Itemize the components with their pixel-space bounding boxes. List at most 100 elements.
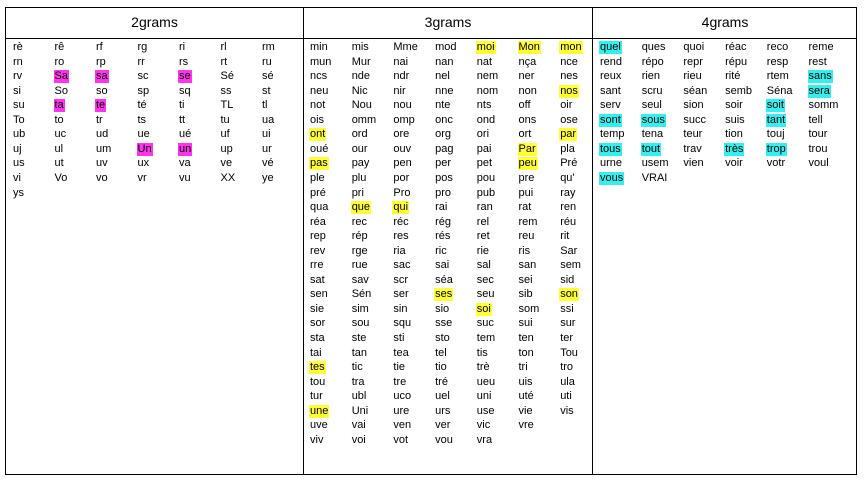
4gram-cell: usem [641,157,669,170]
3gram-cell: sen [310,288,328,301]
3gram-cell: ort [518,128,532,141]
3gram-cell: pou [476,171,496,184]
2gram-cell: To [13,113,25,126]
3gram-cell: nou [393,99,412,112]
3gram-cell: uco [393,390,412,403]
3gram-cell: par [559,128,578,142]
3gram-cell: sat [310,273,325,286]
3gram-cell: son [559,288,579,302]
3gram-cell: Pro [393,186,411,199]
2gram-cell: vr [137,171,147,184]
2gram-cell: ur [262,142,272,155]
3gram-cell: rep [310,230,326,243]
3gram-cell: sse [435,317,453,330]
3gram-cell: nes [560,70,578,83]
2gram-cell: tl [262,99,268,112]
3gram-cell: trè [476,361,490,374]
3gram-cell: sid [560,273,575,286]
4gram-cell: rtem [766,70,789,83]
2gram-cell: sc [137,70,149,83]
4gram-cell: sont [599,113,622,127]
3gram-cell: sui [518,317,533,330]
3gram-cell: omm [351,113,377,126]
3gram-cell: rat [518,201,532,214]
4gram-cell: reux [600,70,622,83]
3gram-cell: tes [309,361,326,375]
3gram-cell: pag [435,142,454,155]
3gram-cell: uve [310,419,328,432]
3gram-cell: uel [435,390,450,403]
header-4grams: 4grams [701,14,749,30]
3gram-cell: ton [518,346,534,359]
2gram-cell: rv [13,70,23,83]
3gram-cell: vie [518,404,533,417]
4gram-cell: très [724,142,745,156]
2gram-cell: rn [13,55,23,68]
3gram-cell: pos [435,171,453,184]
4gram-cell: touj [766,128,785,141]
2gram-cell: ux [137,157,150,170]
3gram-cell: neu [310,84,329,97]
2gram-cell: so [96,84,108,97]
2gram-cell: rl [220,41,227,53]
3gram-cell: rég [435,215,451,228]
3gram-cell: sav [351,273,369,286]
3gram-cell: mis [351,41,369,53]
3gram-cell: réa [310,215,326,228]
4gram-cell: semb [725,84,752,97]
2gram-cell: ys [13,186,24,199]
3gram-cell: ria [393,244,406,257]
3gram-cell: tra [351,375,365,388]
3gram-cell: uté [518,390,534,403]
3gram-cell: rel [476,215,490,228]
2gram-cell: ri [179,41,186,53]
4gram-cell: répo [641,55,664,68]
3gram-cell: Pré [560,157,578,170]
3gram-cell: ray [560,186,576,199]
3gram-cell: sto [435,332,450,344]
3gram-cell: Par [517,142,537,156]
3gram-cell: pub [476,186,496,199]
2gram-cell: ub [13,128,26,141]
3gram-cell: urs [435,404,451,417]
3gram-cell: viv [310,433,324,446]
3gram-cell: vou [435,433,453,446]
3gram-cell: qu' [560,171,575,184]
3gram-cell: tri [518,361,528,374]
3gram-cell: qui [392,201,410,215]
4gram-cell: tour [808,128,828,141]
3gram-cell: uni [476,390,492,403]
3gram-cell: res [393,230,409,243]
2gram-cell: tr [96,113,103,126]
3gram-cell: ple [310,171,325,184]
3gram-cell: ond [476,113,496,126]
3gram-cell: off [518,99,531,112]
4gram-cell: vien [683,157,704,170]
4gram-cell: rieu [683,70,702,83]
3gram-cell: tie [393,361,406,374]
3gram-cell: Uni [351,404,369,417]
4gram-cell: resp [766,55,789,68]
ngram-table: 2grams 3grams 4grams rè rn rv si su To ub uj us v… [5,7,857,475]
2gram-cell: ro [54,55,65,68]
3gram-cell: sai [435,259,450,272]
3gram-cell: peu [517,157,538,171]
3gram-cell: onc [435,113,453,126]
2gram-cell: up [220,142,233,155]
2gram-cell: So [54,84,68,97]
3gram-cell: som [518,302,540,315]
3gram-cell: nos [559,84,579,98]
4gram-cell: soit [765,99,785,113]
3gram-cell: tré [435,375,448,388]
3gram-cell: Tou [560,346,578,359]
3gram-cell: pay [351,157,370,170]
3gram-cell: pré [310,186,326,199]
3gram-cell: tem [476,332,496,344]
3gram-cell: tis [476,346,488,359]
3gram-cell: ois [310,113,325,126]
4gram-cell: tena [641,128,664,141]
3gram-cell: vra [476,433,493,446]
4gram-cell: urne [600,157,623,170]
3gram-cell: sie [310,302,325,315]
4gram-cell: voir [725,157,743,170]
